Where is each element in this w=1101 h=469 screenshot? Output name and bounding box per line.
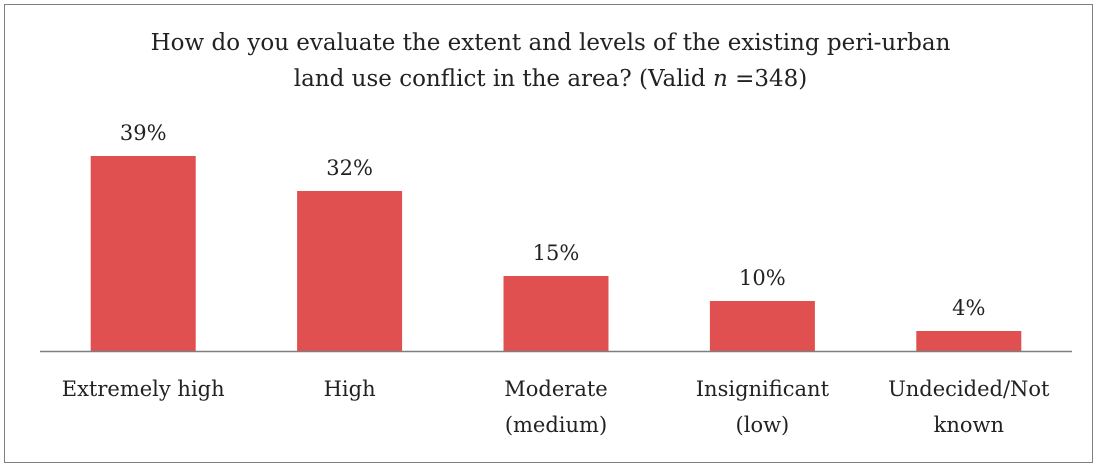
category-label-4-1: known [934,413,1004,437]
bar-2 [503,276,609,351]
category-label-3-0: Insignificant [696,377,830,401]
chart-title-line1: How do you evaluate the extent and level… [150,30,951,56]
category-label-2-1: (medium) [505,413,607,437]
title-line2-suffix: =348) [727,66,808,92]
value-label-0: 39% [120,121,167,145]
bar-1 [297,191,403,351]
value-label-2: 15% [533,241,580,265]
value-label-4: 4% [952,296,985,320]
category-label-3-1: (low) [736,413,790,437]
bar-4 [916,331,1022,351]
category-label-0-0: Extremely high [62,377,225,401]
value-label-3: 10% [739,266,786,290]
bar-0 [90,156,196,351]
bar-3 [709,301,815,351]
title-line2-italic: n [712,66,728,92]
chart-title-line2: land use conflict in the area? (Valid n … [0,62,1101,96]
value-label-1: 32% [326,156,373,180]
title-line2-prefix: land use conflict in the area? (Valid [293,66,713,92]
category-label-4-0: Undecided/Not [888,377,1050,401]
category-label-2-0: Moderate [504,377,607,401]
category-label-1-0: High [324,377,376,401]
